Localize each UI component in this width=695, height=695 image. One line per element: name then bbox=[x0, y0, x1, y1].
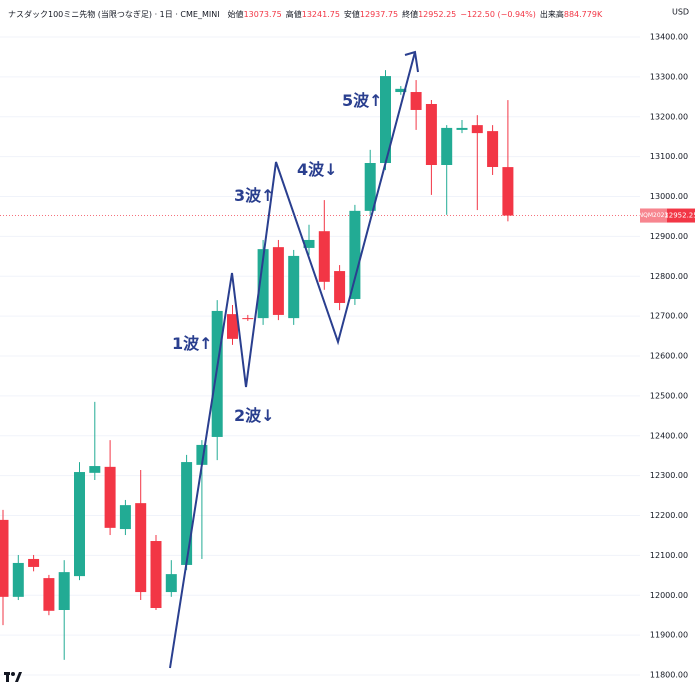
candle-body bbox=[0, 519, 9, 597]
y-tick-label: 12800.00 bbox=[650, 272, 688, 281]
annotations: 1波↑2波↓3波↑4波↓5波↑ bbox=[172, 91, 383, 425]
legend-label: 終値 bbox=[402, 9, 418, 19]
wave-arrow: ↑ bbox=[199, 334, 212, 353]
header-title: ナスダック100ミニ先物 (当限つなぎ足) · 1日 · CME_MINI bbox=[8, 9, 220, 19]
candle-body bbox=[334, 271, 346, 303]
candle-body bbox=[288, 255, 300, 319]
legend-label: 始値 bbox=[228, 9, 244, 19]
wave-arrowhead bbox=[404, 50, 419, 73]
wave-text: 2波 bbox=[234, 406, 262, 425]
last-price-label: 12952.25 bbox=[664, 212, 695, 220]
wave-text: 5波 bbox=[342, 91, 370, 110]
header: ナスダック100ミニ先物 (当限つなぎ足) · 1日 · CME_MINI 始値1… bbox=[8, 9, 603, 19]
wave-label: 5波↑ bbox=[342, 91, 383, 110]
y-tick-label: 12300.00 bbox=[650, 471, 688, 480]
candle-body bbox=[272, 247, 284, 315]
candle-body bbox=[395, 88, 407, 93]
candle-body bbox=[89, 466, 101, 473]
y-tick-label: 13300.00 bbox=[650, 72, 688, 81]
wave-arrow: ↓ bbox=[261, 406, 274, 425]
currency[interactable]: USD bbox=[672, 8, 689, 17]
candle-body bbox=[135, 503, 147, 593]
y-tick-label: 12900.00 bbox=[650, 232, 688, 241]
y-tick-label: 12000.00 bbox=[650, 591, 688, 600]
wave-label: 2波↓ bbox=[234, 406, 275, 425]
candle-body bbox=[196, 444, 208, 465]
legend-value: 13073.75 bbox=[244, 10, 282, 19]
candle-body bbox=[211, 310, 223, 437]
wave-text: 4波 bbox=[297, 160, 325, 179]
legend-value: 13241.75 bbox=[302, 10, 340, 19]
candle-body bbox=[425, 103, 437, 165]
symbol-tag bbox=[640, 208, 667, 223]
y-tick-label: 12500.00 bbox=[650, 391, 688, 400]
wave-text: 3波 bbox=[234, 186, 262, 205]
legend-label: 安値 bbox=[344, 9, 360, 19]
candle-body bbox=[257, 249, 269, 319]
wave-line bbox=[169, 51, 416, 669]
candle-body bbox=[471, 125, 483, 134]
y-tick-label: 12600.00 bbox=[650, 352, 688, 361]
price-axis: 11800.00 11900.00 12000.00 12100.00 12200.00… bbox=[639, 33, 695, 680]
y-tick-label: 13100.00 bbox=[650, 152, 688, 161]
legend-value: 12952.25 bbox=[418, 10, 456, 19]
y-tick-label: 13400.00 bbox=[650, 33, 688, 42]
candle-body bbox=[181, 462, 193, 565]
y-tick-label: 12400.00 bbox=[650, 431, 688, 440]
wave-label: 1波↑ bbox=[172, 334, 213, 353]
candle-body bbox=[380, 76, 391, 164]
candles bbox=[0, 70, 514, 660]
candle-body bbox=[104, 466, 116, 528]
candle-body bbox=[349, 210, 361, 299]
legend-label: 出来高 bbox=[540, 9, 564, 19]
y-tick-label: 13000.00 bbox=[650, 192, 688, 201]
wave-arrow: ↓ bbox=[324, 160, 337, 179]
y-tick-label: 11900.00 bbox=[650, 631, 688, 640]
candle-body bbox=[74, 472, 85, 577]
candle-body bbox=[441, 127, 453, 165]
y-tick-label: 12700.00 bbox=[650, 312, 688, 321]
candle-body bbox=[119, 505, 131, 530]
candle-body bbox=[58, 572, 70, 611]
y-tick-label: 13200.00 bbox=[650, 112, 688, 121]
wave-label: 4波↓ bbox=[297, 160, 338, 179]
candle-body bbox=[12, 562, 24, 597]
wave-text: 1波 bbox=[172, 334, 200, 353]
candle-body bbox=[43, 578, 55, 611]
candle-body bbox=[165, 574, 177, 593]
y-tick-label: 12200.00 bbox=[650, 511, 688, 520]
candle-body bbox=[502, 167, 514, 216]
legend-value: −122.50 (−0.94%) bbox=[460, 10, 536, 19]
candle-body bbox=[242, 318, 254, 320]
tv-logo bbox=[4, 672, 22, 682]
legend-label: 高値 bbox=[286, 9, 302, 19]
legend-value: 884.779K bbox=[564, 10, 603, 19]
candle-body bbox=[303, 239, 315, 248]
y-tick-label: 11800.00 bbox=[650, 671, 688, 680]
legend-value: 12937.75 bbox=[360, 10, 398, 19]
symbol-label: NQM2023 bbox=[639, 212, 669, 219]
wave-arrow: ↑ bbox=[369, 91, 382, 110]
candle-body bbox=[318, 231, 330, 282]
candle-body bbox=[487, 131, 499, 167]
wave-label: 3波↑ bbox=[234, 186, 275, 205]
candle-body bbox=[364, 163, 376, 211]
wave-arrow: ↑ bbox=[261, 186, 274, 205]
candle-body bbox=[456, 127, 468, 130]
candle-body bbox=[28, 558, 40, 567]
y-tick-label: 12100.00 bbox=[650, 551, 688, 560]
candle-body bbox=[410, 92, 422, 110]
candle-body bbox=[227, 314, 238, 339]
candle-body bbox=[150, 541, 162, 609]
